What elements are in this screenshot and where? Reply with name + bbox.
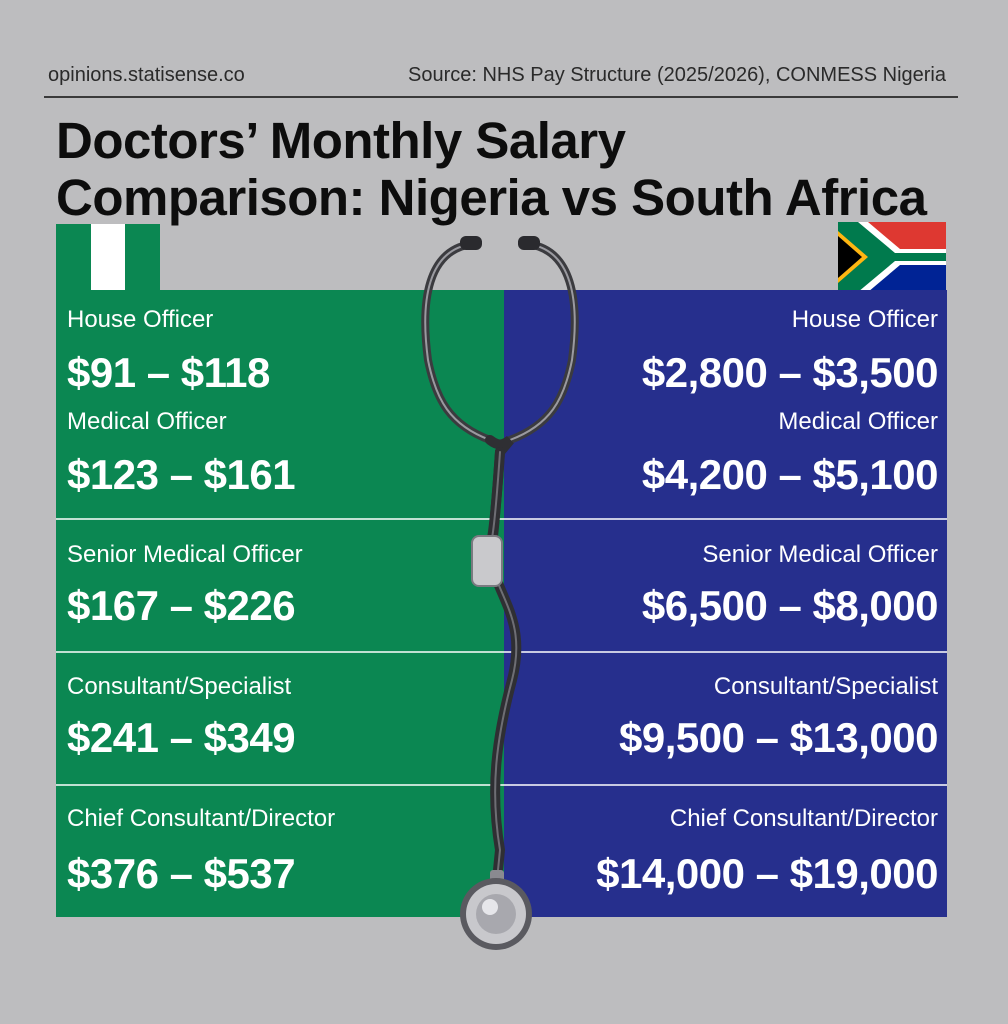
row-divider: [56, 651, 504, 653]
sa-role-medical-officer: Medical Officer: [778, 408, 938, 435]
site-name: opinions.statisense.co: [48, 64, 245, 86]
sa-role-house-officer: House Officer: [791, 306, 938, 333]
sa-range-house-officer: $2,800 – $3,500: [641, 349, 939, 396]
header: opinions.statisense.co Source: NHS Pay S…: [48, 64, 958, 90]
sa-range-senior-medical-officer: $6,500 – $8,000: [641, 582, 939, 629]
title-line-1: Doctors’ Monthly Salary: [56, 112, 626, 169]
nigeria-flag-white-band: [91, 224, 125, 292]
row-divider: [56, 784, 504, 786]
sa-range-medical-officer: $4,200 – $5,100: [641, 451, 939, 498]
title-line-2: Comparison: Nigeria vs South Africa: [56, 169, 927, 226]
sa-range-consultant: $9,500 – $13,000: [619, 714, 938, 761]
south-africa-panel: House Officer $2,800 – $3,500 Medical Of…: [504, 290, 947, 917]
nigeria-role-medical-officer: Medical Officer: [67, 408, 227, 435]
sa-range-chief-consultant: $14,000 – $19,000: [596, 850, 938, 897]
sa-role-consultant: Consultant/Specialist: [713, 673, 938, 700]
page-title: Doctors’ Monthly Salary Comparison: Nige…: [56, 112, 1001, 226]
nigeria-flag-green-right: [125, 224, 160, 292]
nigeria-flag-green-left: [56, 224, 91, 292]
south-africa-flag-icon: [838, 222, 946, 292]
header-divider: [44, 96, 958, 98]
nigeria-range-consultant: $241 – $349: [67, 714, 296, 761]
row-divider: [504, 651, 947, 653]
nigeria-range-chief-consultant: $376 – $537: [67, 850, 296, 897]
nigeria-role-senior-medical-officer: Senior Medical Officer: [67, 541, 303, 568]
row-divider: [504, 784, 947, 786]
nigeria-role-chief-consultant: Chief Consultant/Director: [67, 805, 336, 832]
nigeria-range-house-officer: $91 – $118: [67, 349, 270, 396]
row-divider: [504, 518, 947, 520]
nigeria-flag-icon: [56, 224, 160, 292]
nigeria-role-consultant: Consultant/Specialist: [67, 673, 292, 700]
nigeria-range-senior-medical-officer: $167 – $226: [67, 582, 296, 629]
nigeria-panel: House Officer $91 – $118 Medical Officer…: [56, 290, 504, 917]
sa-role-senior-medical-officer: Senior Medical Officer: [702, 541, 938, 568]
row-divider: [56, 518, 504, 520]
sa-role-chief-consultant: Chief Consultant/Director: [669, 805, 938, 832]
nigeria-range-medical-officer: $123 – $161: [67, 451, 296, 498]
source-note: Source: NHS Pay Structure (2025/2026), C…: [408, 64, 946, 86]
nigeria-role-house-officer: House Officer: [67, 306, 214, 333]
